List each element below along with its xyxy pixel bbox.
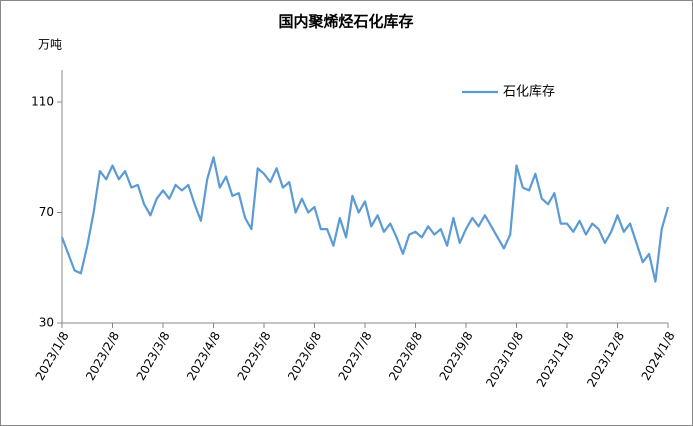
data-line [60,156,670,283]
y-tick-label: 70 [39,205,54,219]
y-tick-label: 110 [31,95,54,109]
y-tick-label: 30 [39,316,54,330]
chart-title: 国内聚烯烃石化库存 [278,13,413,31]
legend-label: 石化库存 [503,84,555,100]
y-axis-unit: 万吨 [38,38,62,52]
